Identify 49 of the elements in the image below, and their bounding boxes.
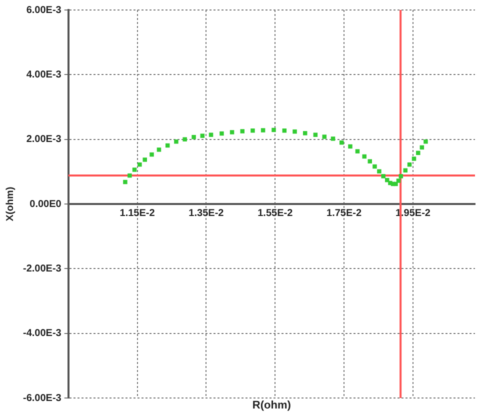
x-axis-title: R(ohm): [252, 400, 292, 412]
point: [200, 134, 205, 138]
point: [372, 164, 377, 169]
point: [394, 182, 398, 186]
point: [302, 131, 308, 136]
point: [355, 149, 360, 154]
point: [424, 139, 428, 144]
point: [260, 128, 266, 132]
point: [192, 134, 196, 140]
point: [220, 131, 224, 136]
y-tick-label: 2.00E-3: [26, 134, 62, 146]
point: [123, 180, 128, 184]
point: [416, 150, 420, 156]
point: [348, 144, 352, 149]
x-tick-label: 1.35E-2: [188, 208, 224, 219]
x-tick-label: 1.15E-2: [120, 208, 156, 219]
point: [396, 178, 401, 183]
point: [208, 132, 214, 137]
point: [412, 156, 416, 161]
point: [250, 128, 255, 133]
y-axis-title: X(ohm): [4, 186, 16, 222]
y-tick-label: 0.00E0: [30, 198, 62, 210]
point: [398, 174, 404, 178]
point: [313, 132, 318, 137]
point: [174, 139, 178, 144]
point: [128, 173, 132, 178]
point: [272, 128, 276, 132]
point: [322, 134, 327, 139]
point: [182, 137, 187, 142]
point: [230, 130, 234, 134]
point: [330, 136, 336, 141]
point: [381, 174, 386, 178]
point: [292, 129, 297, 134]
y-tick-label: 6.00E-3: [26, 4, 62, 16]
point: [150, 152, 154, 157]
y-tick-label: -2.00E-3: [22, 263, 62, 274]
point: [340, 140, 344, 145]
x-tick-label: 1.75E-2: [326, 208, 362, 219]
point: [368, 159, 372, 164]
y-tick-label: -4.00E-3: [22, 328, 62, 340]
point: [132, 168, 137, 172]
point: [240, 129, 245, 134]
point: [377, 169, 382, 174]
x-tick-label: 1.55E-2: [258, 208, 294, 219]
y-tick-label: 4.00E-3: [26, 69, 62, 80]
point: [142, 158, 147, 162]
point: [138, 162, 142, 167]
y-tick-label: -6.00E-3: [22, 392, 62, 404]
point: [156, 148, 162, 152]
